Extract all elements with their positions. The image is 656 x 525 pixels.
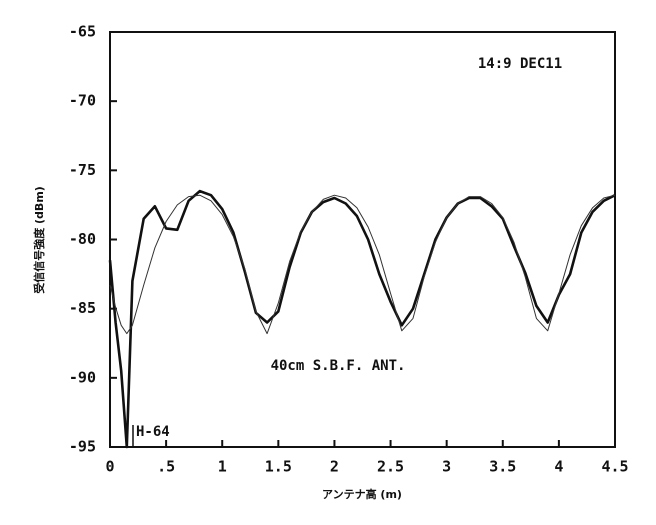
y-tick-label: -85 bbox=[69, 299, 96, 317]
plot-frame bbox=[109, 31, 616, 448]
x-tick-label: 2 bbox=[330, 458, 339, 476]
x-tick-label: .5 bbox=[157, 458, 175, 476]
marker-label: H-64 bbox=[136, 424, 170, 440]
timestamp: 14:9 DEC11 bbox=[478, 56, 562, 72]
x-tick-label: 3.5 bbox=[489, 458, 516, 476]
y-tick-label: -80 bbox=[69, 230, 96, 248]
antenna-note: 40cm S.B.F. ANT. bbox=[271, 358, 406, 374]
y-tick-label: -90 bbox=[69, 368, 96, 386]
x-tick-label: 0 bbox=[105, 458, 114, 476]
y-tick-label: -65 bbox=[69, 23, 96, 41]
y-tick-label: -95 bbox=[69, 438, 96, 456]
y-tick-label: -70 bbox=[69, 92, 96, 110]
series-line bbox=[108, 189, 616, 449]
x-tick-label: 4 bbox=[554, 458, 563, 476]
x-tick-label: 2.5 bbox=[377, 458, 404, 476]
x-tick-label: 1 bbox=[218, 458, 227, 476]
x-axis-label: アンテナ高 (m) bbox=[322, 487, 402, 501]
y-axis-label: 受信信号強度 (dBm) bbox=[32, 186, 46, 294]
y-tick-label: -75 bbox=[69, 161, 96, 179]
x-tick-label: 1.5 bbox=[265, 458, 292, 476]
x-tick-label: 4.5 bbox=[601, 458, 628, 476]
series-line bbox=[109, 194, 616, 335]
x-tick-label: 3 bbox=[442, 458, 451, 476]
